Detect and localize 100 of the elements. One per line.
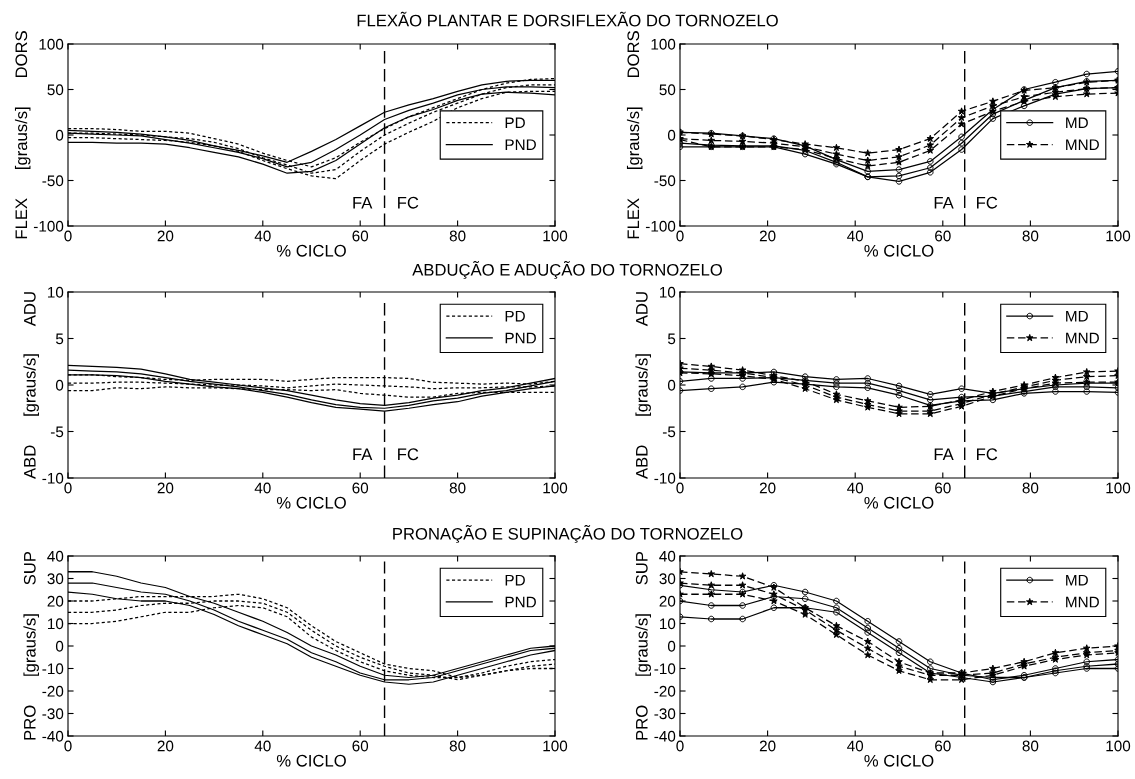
x-tick-label: 20 — [157, 482, 174, 494]
x-tick-label: 60 — [935, 230, 951, 242]
y-tick-label: -10 — [42, 472, 64, 484]
y-tick-label: 10 — [48, 286, 64, 298]
x-axis-title: % CICLO — [276, 496, 346, 509]
y-tick-label: 50 — [47, 84, 64, 96]
x-tick-label: 40 — [254, 230, 271, 242]
x-axis-title: % CICLO — [276, 754, 346, 767]
x-tick-label: 0 — [676, 482, 684, 494]
legend-label: PND — [505, 139, 536, 150]
y-tick-label: -40 — [654, 730, 676, 742]
x-tick-label: 80 — [1022, 230, 1039, 242]
y-tick-label: -30 — [654, 708, 676, 720]
x-tick-label: 100 — [543, 230, 568, 242]
x-tick-label: 20 — [759, 482, 776, 494]
y-tick-label: 10 — [48, 618, 64, 630]
y-tick-label: 0 — [667, 379, 676, 391]
x-tick-label: 40 — [847, 230, 864, 242]
x-tick-label: 0 — [64, 230, 72, 242]
annotation: FC — [977, 448, 998, 461]
x-tick-label: 100 — [1106, 230, 1131, 242]
chart-title: FLEXÃO PLANTAR E DORSIFLEXÃO DO TORNOZELO — [357, 11, 778, 27]
y-tick-label: -100 — [33, 220, 64, 232]
annotation: FA — [353, 448, 373, 460]
x-tick-label: 100 — [543, 740, 568, 752]
y-tick-label: 40 — [659, 550, 676, 562]
x-tick-label: 40 — [254, 740, 271, 752]
y-tick-label: 5 — [667, 333, 676, 345]
x-tick-label: 40 — [254, 482, 271, 494]
legend-label: MD — [1066, 310, 1088, 322]
x-tick-label: 80 — [449, 230, 466, 242]
legend-label: MND — [1066, 139, 1099, 150]
y-tick-label: 0 — [667, 129, 676, 141]
x-tick-label: 20 — [759, 740, 776, 752]
y-tick-label: 40 — [47, 550, 64, 562]
legend-label: MD — [1066, 117, 1088, 129]
y-axis-title: FLEX [graus/s] DORS — [626, 31, 643, 239]
x-tick-label: 40 — [847, 482, 864, 494]
x-tick-label: 20 — [157, 740, 174, 752]
x-axis-title: % CICLO — [864, 754, 934, 767]
y-axis-title: PRO [graus/s] SUP — [23, 551, 39, 740]
annotation: FA — [934, 448, 954, 460]
y-tick-label: -100 — [645, 220, 676, 232]
legend-label: MND — [1066, 596, 1099, 608]
y-tick-label: 0 — [55, 129, 64, 141]
annotation: FC — [398, 448, 419, 461]
x-tick-label: 60 — [935, 482, 951, 494]
x-tick-label: 20 — [157, 230, 174, 242]
x-tick-label: 80 — [1022, 482, 1039, 494]
y-axis-title: PRO [graus/s] SUP — [635, 551, 651, 740]
chart-title: PRONAÇÃO E SUPINAÇÃO DO TORNOZELO — [393, 524, 743, 544]
y-tick-label: 20 — [659, 595, 676, 607]
x-tick-label: 40 — [847, 740, 864, 752]
y-tick-label: -5 — [662, 426, 676, 438]
x-tick-label: 60 — [352, 740, 369, 752]
legend-label: PD — [505, 574, 525, 586]
legend-label: PND — [505, 332, 536, 344]
x-tick-label: 60 — [352, 482, 369, 494]
legend-label: PD — [505, 117, 525, 129]
x-tick-label: 100 — [1106, 740, 1131, 752]
y-tick-label: 50 — [659, 84, 676, 96]
y-axis-title: ABD [graus/s] ADU — [635, 292, 651, 479]
y-tick-label: 20 — [47, 595, 64, 607]
annotation: FA — [934, 197, 954, 209]
x-tick-label: 80 — [1022, 740, 1039, 752]
annotation: FA — [353, 197, 373, 209]
y-tick-label: -20 — [42, 685, 64, 697]
x-axis-title: % CICLO — [864, 244, 934, 257]
y-tick-label: -10 — [654, 663, 676, 675]
x-tick-label: 80 — [449, 740, 466, 752]
x-tick-label: 20 — [759, 230, 776, 242]
y-tick-label: 30 — [659, 573, 676, 585]
y-tick-label: -40 — [42, 730, 64, 742]
annotation: FC — [977, 196, 998, 209]
y-tick-label: -50 — [42, 175, 64, 187]
y-tick-label: -10 — [654, 472, 676, 484]
y-tick-label: 100 — [39, 38, 64, 50]
x-tick-label: 100 — [1106, 482, 1131, 494]
x-axis-title: % CICLO — [276, 244, 346, 257]
legend-label: MND — [1066, 332, 1099, 344]
chart-title: ABDUÇÃO E ADUÇÃO DO TORNOZELO — [412, 260, 722, 280]
x-tick-label: 100 — [543, 482, 568, 494]
y-tick-label: -30 — [42, 708, 64, 720]
y-tick-label: 100 — [651, 38, 676, 50]
x-tick-label: 0 — [64, 482, 72, 494]
y-tick-label: -50 — [654, 175, 676, 187]
y-tick-label: 10 — [660, 618, 676, 630]
y-tick-label: 10 — [660, 286, 676, 298]
y-axis-title: FLEX [graus/s] DORS — [14, 31, 31, 239]
y-tick-label: 0 — [55, 640, 64, 652]
y-tick-label: -10 — [42, 663, 64, 675]
y-tick-label: 0 — [667, 640, 676, 652]
y-tick-label: -5 — [50, 426, 64, 438]
x-axis-title: % CICLO — [864, 496, 934, 509]
y-tick-label: -20 — [654, 685, 676, 697]
legend-label: MD — [1066, 574, 1088, 586]
x-tick-label: 0 — [676, 230, 684, 242]
annotation: FC — [398, 196, 419, 209]
x-tick-label: 0 — [64, 740, 72, 752]
y-axis-title: ABD [graus/s] ADU — [23, 292, 39, 479]
